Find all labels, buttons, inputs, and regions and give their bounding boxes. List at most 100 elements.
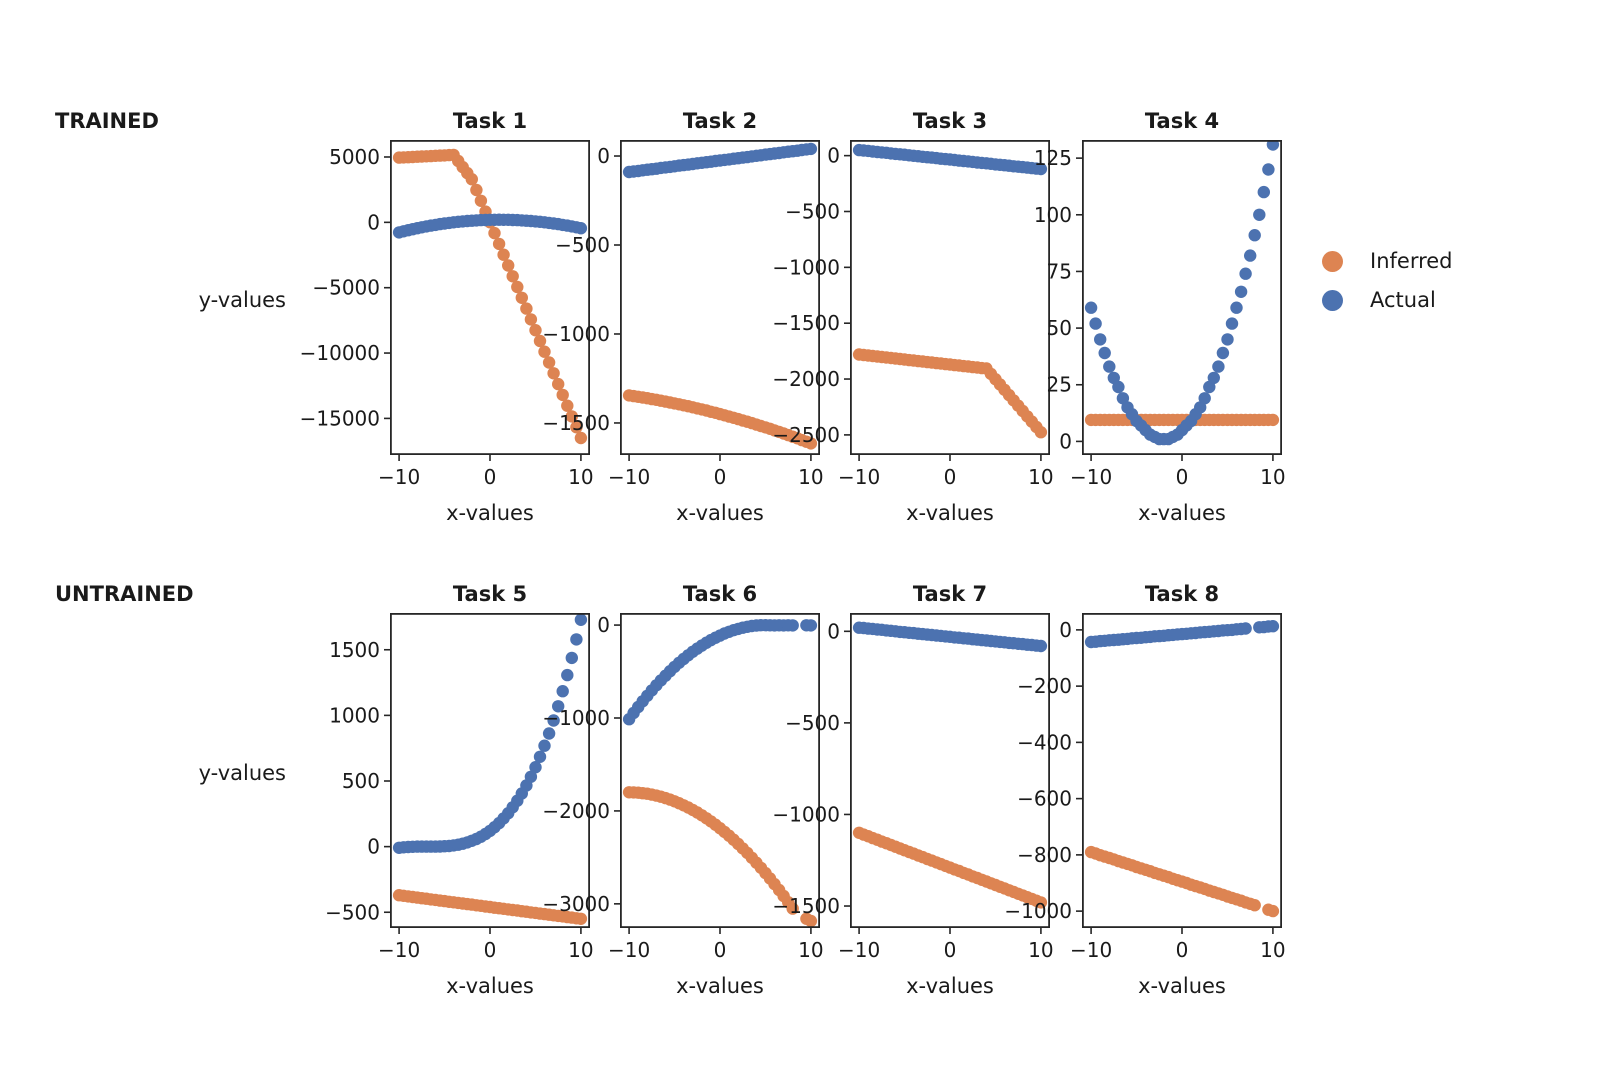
x-axis-label: x-values — [676, 974, 764, 998]
subplot-task-8: Task 8 0 −200 −400 −600 −800 −1000 −10 0 10 x-va… — [1004, 575, 1286, 998]
svg-text:−500: −500 — [785, 711, 840, 735]
svg-text:500: 500 — [342, 769, 380, 793]
svg-text:10: 10 — [1260, 938, 1285, 962]
x-axis-label: x-values — [906, 974, 994, 998]
svg-text:10: 10 — [798, 465, 823, 489]
subplot-task-6: Task 6 0 −1000 −2000 −3000 −10 0 10 x-values — [542, 575, 824, 998]
svg-text:−2000: −2000 — [542, 799, 610, 823]
svg-text:0: 0 — [944, 465, 957, 489]
legend-item-inferred: Inferred — [1322, 246, 1453, 276]
svg-text:0: 0 — [484, 465, 497, 489]
svg-text:−2000: −2000 — [772, 367, 840, 391]
svg-text:−2500: −2500 — [772, 423, 840, 447]
svg-text:125: 125 — [1034, 146, 1072, 170]
svg-text:0: 0 — [944, 938, 957, 962]
subplot-task-7: Task 7 0 −500 −1000 −1500 −10 0 10 x-values — [772, 575, 1054, 998]
inferred-dot-icon — [1322, 250, 1343, 272]
row-label-trained: TRAINED — [55, 109, 159, 133]
svg-text:−10: −10 — [378, 465, 420, 489]
svg-text:−1500: −1500 — [772, 311, 840, 335]
plot-task-6: 0 −1000 −2000 −3000 −10 0 10 — [542, 612, 824, 962]
subplot-title: Task 7 — [912, 582, 988, 606]
svg-text:0: 0 — [827, 144, 840, 168]
svg-text:10: 10 — [1028, 465, 1053, 489]
plot-task-5: 1500 1000 500 0 −500 −10 0 10 — [325, 612, 594, 962]
svg-text:−10: −10 — [378, 938, 420, 962]
svg-text:0: 0 — [1059, 429, 1072, 453]
subplot-title: Task 8 — [1144, 582, 1220, 606]
subplot-title: Task 5 — [452, 582, 528, 606]
svg-text:−1000: −1000 — [542, 706, 610, 730]
legend-label-actual: Actual — [1370, 288, 1436, 312]
svg-text:−10000: −10000 — [300, 341, 380, 365]
svg-text:0: 0 — [597, 144, 610, 168]
svg-text:−500: −500 — [785, 199, 840, 223]
subplot-task-1: Task 1 5000 0 −5000 −10000 −15000 −10 0 10 x-va… — [300, 102, 594, 525]
svg-text:0: 0 — [484, 938, 497, 962]
x-axis-label: x-values — [1138, 501, 1226, 525]
legend-label-inferred: Inferred — [1370, 249, 1453, 273]
plot-task-7: 0 −500 −1000 −1500 −10 0 10 — [772, 612, 1054, 962]
subplot-task-2: Task 2 0 −500 −1000 −1500 −10 0 10 x-values — [542, 102, 823, 525]
subplot-title: Task 6 — [682, 582, 758, 606]
svg-text:−800: −800 — [1017, 843, 1072, 867]
subplot-title: Task 3 — [912, 109, 988, 133]
svg-text:−400: −400 — [1017, 730, 1072, 754]
svg-text:10: 10 — [1260, 465, 1285, 489]
legend-item-actual: Actual — [1322, 285, 1453, 315]
plot-task-4: 125 100 75 50 25 0 −10 0 10 — [1034, 139, 1286, 489]
svg-text:−1000: −1000 — [772, 255, 840, 279]
subplot-task-3: Task 3 0 −500 −1000 −1500 −2000 −2500 −10 0 10 x… — [772, 102, 1053, 525]
legend: Inferred Actual — [1322, 246, 1453, 324]
row-label-untrained: UNTRAINED — [55, 582, 194, 606]
svg-text:5000: 5000 — [329, 145, 380, 169]
svg-text:100: 100 — [1034, 203, 1072, 227]
svg-text:0: 0 — [1176, 465, 1189, 489]
y-axis-label-row-2: y-values — [198, 761, 286, 785]
x-axis-label: x-values — [906, 501, 994, 525]
x-axis-label: x-values — [446, 974, 534, 998]
subplot-title: Task 4 — [1144, 109, 1220, 133]
x-axis-label: x-values — [676, 501, 764, 525]
svg-text:−10: −10 — [838, 938, 880, 962]
svg-text:−10: −10 — [608, 465, 650, 489]
plot-task-8: 0 −200 −400 −600 −800 −1000 −10 0 10 — [1004, 612, 1286, 962]
svg-text:0: 0 — [597, 613, 610, 637]
x-axis-label: x-values — [1138, 974, 1226, 998]
svg-text:−1500: −1500 — [542, 411, 610, 435]
svg-text:−10: −10 — [608, 938, 650, 962]
svg-text:0: 0 — [714, 465, 727, 489]
svg-text:50: 50 — [1047, 316, 1072, 340]
svg-text:−10: −10 — [838, 465, 880, 489]
svg-text:0: 0 — [367, 210, 380, 234]
svg-text:10: 10 — [1028, 938, 1053, 962]
svg-text:−15000: −15000 — [300, 406, 380, 430]
svg-text:10: 10 — [568, 465, 593, 489]
svg-text:10: 10 — [568, 938, 593, 962]
svg-text:−1000: −1000 — [772, 802, 840, 826]
svg-text:−10: −10 — [1070, 465, 1112, 489]
svg-text:0: 0 — [714, 938, 727, 962]
svg-text:−3000: −3000 — [542, 892, 610, 916]
svg-text:75: 75 — [1047, 259, 1072, 283]
svg-text:−600: −600 — [1017, 787, 1072, 811]
svg-text:−1500: −1500 — [772, 894, 840, 918]
svg-text:1500: 1500 — [329, 638, 380, 662]
svg-text:−1000: −1000 — [542, 322, 610, 346]
svg-text:25: 25 — [1047, 373, 1072, 397]
svg-text:0: 0 — [367, 835, 380, 859]
svg-text:0: 0 — [1176, 938, 1189, 962]
svg-text:−1000: −1000 — [1004, 899, 1072, 923]
svg-text:0: 0 — [827, 619, 840, 643]
subplot-title: Task 1 — [452, 109, 528, 133]
svg-text:−500: −500 — [325, 900, 380, 924]
svg-text:10: 10 — [798, 938, 823, 962]
subplot-title: Task 2 — [682, 109, 758, 133]
svg-text:1000: 1000 — [329, 703, 380, 727]
plot-task-1: 5000 0 −5000 −10000 −15000 −10 0 10 — [300, 139, 594, 489]
svg-text:−500: −500 — [555, 233, 610, 257]
svg-text:−200: −200 — [1017, 674, 1072, 698]
svg-text:0: 0 — [1059, 618, 1072, 642]
svg-text:−5000: −5000 — [312, 276, 380, 300]
